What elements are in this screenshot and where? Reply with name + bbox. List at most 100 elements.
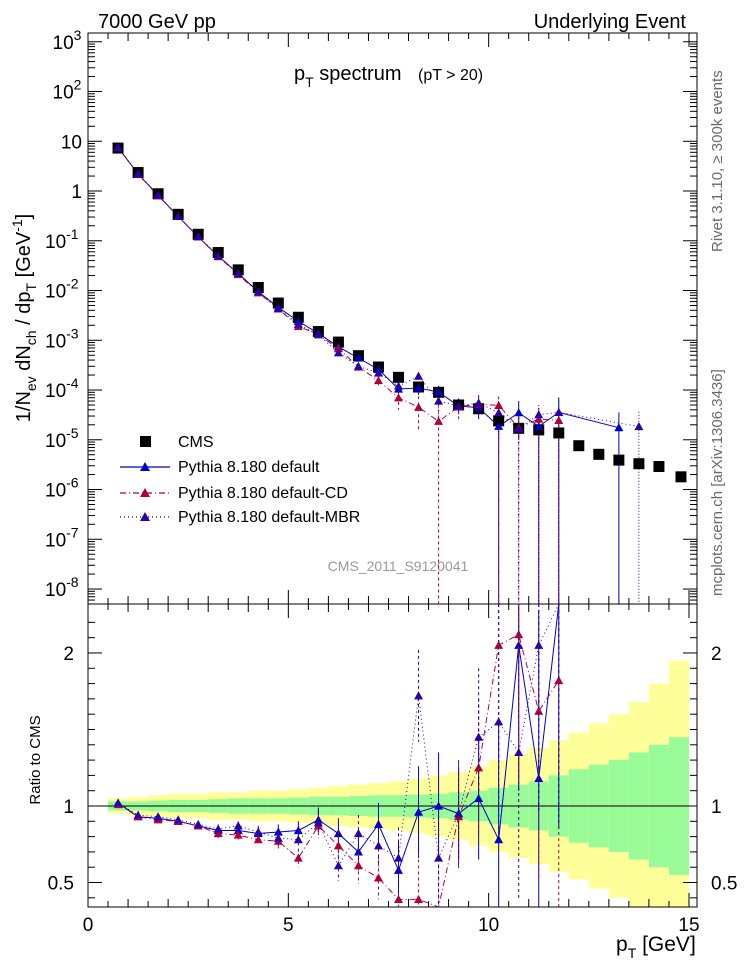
legend-label-mbr: Pythia 8.180 default-MBR: [178, 509, 360, 526]
cms-data-point: [493, 415, 505, 427]
rivet-label: Rivet 3.1.10, ≥ 300k events: [709, 70, 726, 252]
x-tick-label: 5: [283, 915, 294, 936]
mc-data-point: [514, 424, 524, 433]
mc-data-point: [313, 330, 323, 339]
ratio-point: [333, 841, 343, 850]
ratio-point: [414, 691, 424, 700]
ratio-point: [474, 793, 484, 802]
cms-data-point: [653, 461, 665, 473]
series-line: [117, 147, 559, 429]
y-tick-label: 10-1: [45, 226, 79, 253]
mc-data-point: [153, 190, 163, 199]
ratio-point: [494, 717, 504, 726]
legend-label-cd: Pythia 8.180 default-CD: [178, 485, 348, 502]
ratio-tick-label-left: 0.5: [48, 874, 74, 895]
ratio-tick-label-right: 1: [711, 797, 722, 818]
ratio-point: [474, 763, 484, 772]
ratio-point: [273, 833, 283, 842]
ratio-point: [514, 747, 524, 757]
header-right: Underlying Event: [534, 11, 687, 33]
mc-data-point: [353, 353, 363, 362]
mc-data-point: [213, 251, 223, 260]
ratio-point: [454, 809, 464, 818]
plot-title-note: (pT > 20): [418, 67, 483, 84]
mc-data-point: [454, 401, 464, 410]
mc-data-point: [373, 368, 383, 377]
series-line: [117, 147, 639, 430]
ratio-point: [353, 829, 363, 838]
y-tick-label: 10-8: [45, 574, 79, 601]
y-tick-label: 103: [53, 27, 82, 54]
ratio-point: [494, 640, 504, 649]
ratio-point: [514, 630, 524, 639]
mc-data-point: [614, 423, 624, 432]
ratio-point: [173, 815, 183, 824]
mc-data-point: [193, 231, 203, 241]
mc-data-point: [554, 415, 564, 425]
series-line: [117, 147, 619, 429]
mc-data-point: [414, 402, 424, 411]
mc-data-point: [414, 371, 424, 380]
ratio-frame: [87, 603, 698, 908]
x-tick-label: 0: [83, 915, 94, 936]
ratio-point: [434, 853, 444, 862]
ratio-line: [117, 633, 560, 908]
ratio-point: [353, 861, 363, 870]
mc-data-point: [434, 396, 444, 405]
y-tick-label: 10-2: [45, 276, 79, 303]
ratio-tick-label-right: 0.5: [711, 874, 737, 895]
legend: CMS Pythia 8.180 default Pythia 8.180 de…: [120, 434, 360, 526]
mc-data-point: [494, 400, 504, 410]
ratio-point: [153, 812, 163, 821]
mc-data-point: [534, 414, 544, 423]
ratio-tick-label-right: 2: [711, 644, 722, 665]
ratio-point: [474, 732, 484, 741]
mc-data-point: [394, 393, 404, 402]
ratio-series: [113, 603, 564, 908]
ratio-tick-label-left: 1: [63, 797, 74, 818]
y-tick-label: 10: [61, 132, 82, 153]
mc-data-point: [293, 319, 303, 328]
y-tick-label: 10-3: [45, 325, 79, 352]
x-tick-label: 15: [678, 915, 699, 936]
ratio-point: [373, 819, 383, 828]
mc-data-point: [233, 268, 243, 278]
cms-data-point: [393, 371, 405, 383]
main-series: [112, 142, 687, 604]
main-axes: 10-8 10-7 10-6 10-5 10-4 10-3 10-2 10-1 1 10 102 10…: [45, 27, 698, 605]
legend-label-cms: CMS: [178, 434, 214, 451]
analysis-id: CMS_2011_S9120041: [328, 558, 469, 574]
ratio-point: [534, 640, 544, 649]
mc-data-point: [333, 344, 343, 353]
mc-data-point: [373, 376, 383, 385]
ratio-axes: 0.5 0.5 1 1 2 2 0 5 10 15: [48, 603, 737, 936]
mc-data-point: [113, 142, 123, 151]
ratio-point: [534, 706, 544, 715]
ratio-point: [133, 810, 143, 819]
plot-title: pT spectrum: [294, 63, 402, 90]
ratio-point: [414, 894, 424, 903]
x-axis-label: pT [GeV]: [616, 933, 696, 961]
ratio-point: [333, 861, 343, 870]
ratio-point: [373, 873, 383, 882]
ratio-point: [394, 853, 404, 862]
ratio-point: [414, 807, 424, 816]
ratio-point: [193, 819, 203, 828]
cms-data-point: [573, 440, 585, 452]
cms-data-point: [553, 427, 565, 439]
ratio-point: [293, 853, 303, 862]
mc-data-point: [253, 287, 263, 296]
legend-label-default: Pythia 8.180 default: [178, 459, 320, 476]
ratio-point: [293, 825, 303, 835]
cms-data-point: [675, 471, 687, 483]
ratio-y-label: Ratio to CMS: [27, 715, 44, 804]
y-tick-label: 10-7: [45, 524, 79, 551]
ratio-point: [253, 827, 263, 836]
ratio-point: [313, 818, 323, 827]
legend-marker-cd: [140, 488, 150, 497]
mc-data-point: [434, 387, 444, 396]
y-tick-label: 1: [71, 182, 82, 203]
mcplots-label: mcplots.cern.ch [arXiv:1306.3436]: [709, 369, 726, 596]
ratio-point: [113, 798, 123, 807]
